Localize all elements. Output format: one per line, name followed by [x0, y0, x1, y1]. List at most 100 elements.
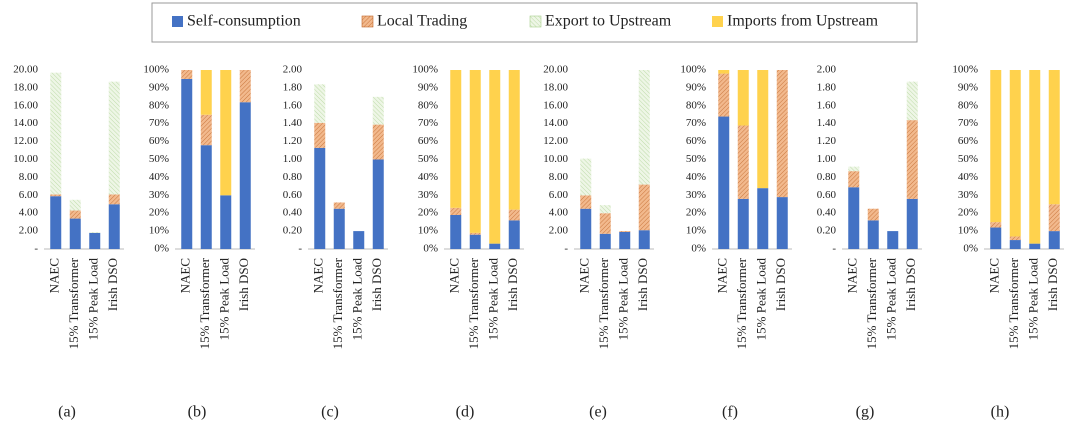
- bar-segment: [867, 208, 879, 221]
- bar-segment: [580, 208, 592, 249]
- bar-segment: [906, 81, 918, 121]
- x-tick-label: 15% Transformer: [466, 257, 481, 349]
- bar-segment: [737, 70, 749, 126]
- bar-segment: [1009, 236, 1021, 241]
- y-tick-label: 16.00: [13, 99, 38, 111]
- y-tick-label: 40%: [686, 171, 706, 183]
- x-tick-label: NAEC: [577, 258, 592, 293]
- caption: (f): [722, 404, 738, 421]
- bar-segment: [200, 70, 212, 115]
- x-tick-label: Irish DSO: [505, 258, 520, 311]
- bar-segment: [638, 230, 650, 249]
- bar-segment: [599, 205, 611, 214]
- y-tick-label: 20%: [149, 207, 169, 219]
- caption: (a): [58, 404, 76, 421]
- bar-segment: [108, 81, 120, 195]
- y-tick-label: 16.00: [543, 99, 568, 111]
- bar-segment: [599, 233, 611, 249]
- bar-segment: [580, 195, 592, 209]
- bar-segment: [1048, 70, 1060, 205]
- bar-segment: [50, 196, 62, 249]
- x-tick-label: NAEC: [715, 258, 730, 293]
- y-tick-label: 40%: [958, 171, 978, 183]
- bar-segment: [50, 194, 62, 197]
- bar-segment: [508, 209, 520, 221]
- bar-segment: [848, 171, 860, 188]
- bar-segment: [469, 70, 481, 233]
- x-tick-label: NAEC: [178, 258, 193, 293]
- legend-swatch: [361, 15, 374, 28]
- y-tick-label: 1.60: [817, 99, 837, 111]
- bar-segment: [776, 197, 788, 249]
- y-tick-label: 0%: [423, 243, 438, 255]
- y-tick-label: 1.20: [817, 135, 837, 147]
- x-tick-label: 15% Peak Load: [350, 258, 365, 341]
- y-tick-label: 1.00: [817, 153, 837, 165]
- bar-segment: [990, 70, 1002, 223]
- bar-segment: [372, 124, 384, 160]
- bar-segment: [181, 70, 193, 79]
- x-tick-label: 15% Peak Load: [1026, 258, 1041, 341]
- y-tick-label: 20.00: [543, 64, 568, 76]
- bar-segment: [1048, 204, 1060, 232]
- x-tick-label: Irish DSO: [1045, 258, 1060, 311]
- bar-segment: [580, 158, 592, 196]
- y-tick-label: 0.40: [283, 207, 303, 219]
- x-tick-label: 15% Transformer: [1006, 257, 1021, 349]
- x-tick-label: NAEC: [311, 258, 326, 293]
- y-tick-label: 1.80: [817, 81, 837, 93]
- y-tick-label: 70%: [418, 117, 438, 129]
- bar-segment: [108, 204, 120, 249]
- bar-segment: [353, 231, 365, 249]
- bar-segment: [1009, 240, 1021, 249]
- y-tick-label: 0.80: [283, 171, 303, 183]
- y-tick-label: 2.00: [283, 64, 303, 76]
- y-tick-label: 4.00: [19, 207, 39, 219]
- y-tick-label: 80%: [686, 99, 706, 111]
- x-tick-label: Irish DSO: [903, 258, 918, 311]
- x-tick-label: 15% Transformer: [66, 257, 81, 349]
- y-tick-label: 20%: [418, 207, 438, 219]
- y-tick-label: 50%: [418, 153, 438, 165]
- x-tick-label: 15% Peak Load: [754, 258, 769, 341]
- bar-segment: [220, 195, 232, 249]
- y-tick-label: 1.80: [283, 81, 303, 93]
- y-tick-label: 18.00: [13, 81, 38, 93]
- y-tick-label: 0.60: [283, 189, 303, 201]
- legend-label: Local Trading: [377, 13, 467, 30]
- x-tick-label: Irish DSO: [773, 258, 788, 311]
- bar-segment: [372, 159, 384, 249]
- y-tick-label: -: [832, 243, 836, 255]
- y-tick-label: 90%: [686, 81, 706, 93]
- bar-segment: [848, 166, 860, 172]
- y-tick-label: 30%: [958, 189, 978, 201]
- bar-segment: [757, 188, 769, 249]
- y-tick-label: 50%: [686, 153, 706, 165]
- y-tick-label: 10.00: [13, 153, 38, 165]
- x-tick-label: 15% Transformer: [197, 257, 212, 349]
- bar-segment: [718, 70, 730, 74]
- caption: (g): [856, 404, 875, 421]
- y-tick-label: 2.00: [19, 225, 39, 237]
- y-tick-label: 70%: [958, 117, 978, 129]
- bar-segment: [239, 70, 251, 103]
- bar-segment: [619, 231, 631, 232]
- x-tick-label: Irish DSO: [236, 258, 251, 311]
- y-tick-label: 70%: [686, 117, 706, 129]
- y-tick-label: 20%: [686, 207, 706, 219]
- bar-segment: [89, 231, 101, 233]
- y-tick-label: -: [298, 243, 302, 255]
- bar-segment: [1029, 243, 1041, 249]
- y-tick-label: 1.00: [283, 153, 303, 165]
- y-tick-label: 90%: [958, 81, 978, 93]
- bar-segment: [450, 214, 462, 249]
- y-tick-label: 50%: [149, 153, 169, 165]
- y-tick-label: 60%: [418, 135, 438, 147]
- y-tick-label: 100%: [412, 64, 438, 76]
- x-tick-label: 15% Peak Load: [86, 258, 101, 341]
- y-tick-label: 80%: [418, 99, 438, 111]
- legend-label: Imports from Upstream: [727, 13, 879, 30]
- bar-segment: [69, 210, 81, 219]
- y-tick-label: 0.60: [817, 189, 837, 201]
- bar-segment: [220, 70, 232, 196]
